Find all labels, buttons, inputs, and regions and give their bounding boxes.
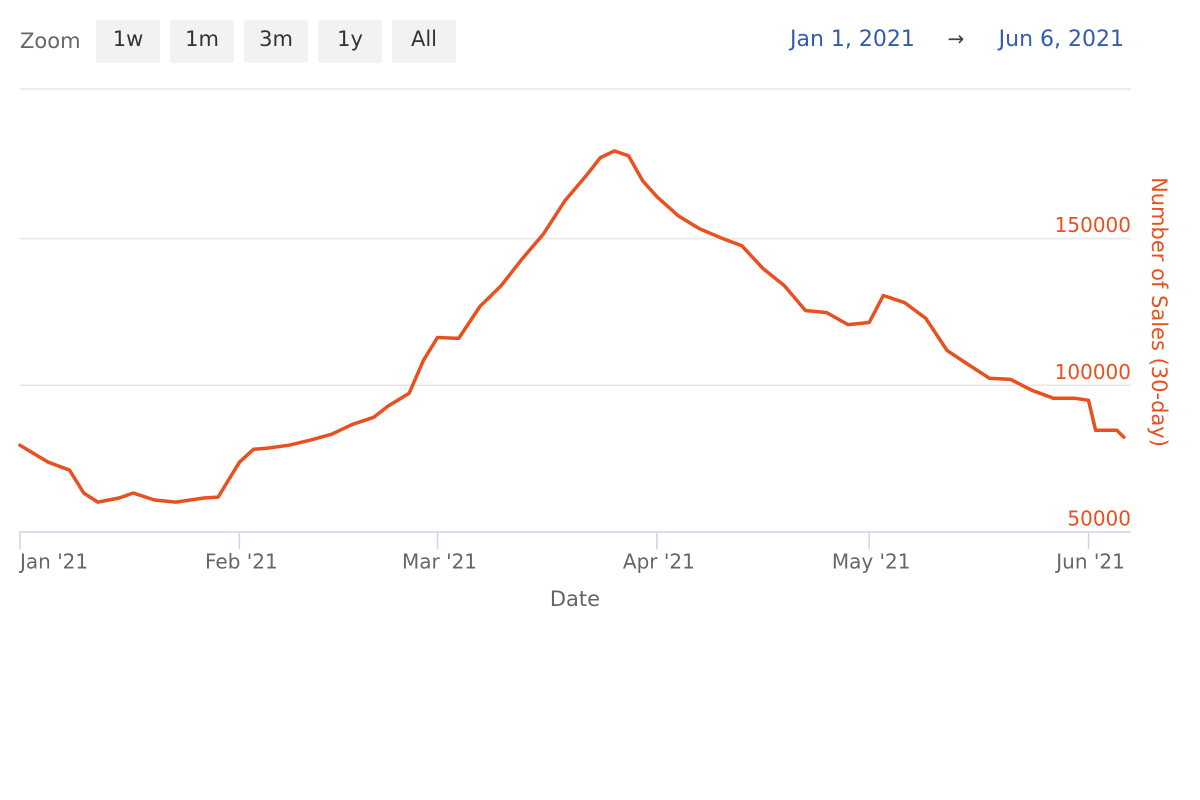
zoom-button-label[interactable]: 1m [185, 27, 219, 51]
y-tick-label: 150000 [1055, 213, 1131, 237]
x-tick-label: Feb '21 [205, 550, 278, 574]
y-axis-title: Number of Sales (30-day) [1147, 177, 1171, 447]
zoom-button-label[interactable]: All [411, 27, 437, 51]
range-start[interactable]: Jan 1, 2021 [788, 27, 915, 52]
zoom-label: Zoom [20, 29, 81, 53]
x-tick-label: Apr '21 [623, 550, 695, 574]
zoom-button[interactable] [244, 20, 308, 63]
zoom-button-label[interactable]: 1w [113, 27, 144, 51]
y-tick-label: 100000 [1055, 360, 1131, 384]
x-tick-label: Jan '21 [18, 550, 88, 574]
x-tick-label: Mar '21 [402, 550, 477, 574]
zoom-button[interactable] [392, 20, 456, 63]
zoom-button[interactable] [96, 20, 160, 63]
x-tick-label: May '21 [832, 550, 911, 574]
zoom-button[interactable] [318, 20, 382, 63]
y-tick-label: 50000 [1067, 507, 1131, 531]
zoom-button-label[interactable]: 3m [259, 27, 293, 51]
x-axis-title: Date [550, 587, 600, 611]
series-line [18, 149, 1126, 504]
range-arrow: → [948, 27, 965, 51]
range-end[interactable]: Jun 6, 2021 [997, 27, 1124, 52]
zoom-button-label[interactable]: 1y [337, 27, 363, 51]
x-tick-label: Jun '21 [1054, 550, 1125, 574]
zoom-button[interactable] [170, 20, 234, 63]
